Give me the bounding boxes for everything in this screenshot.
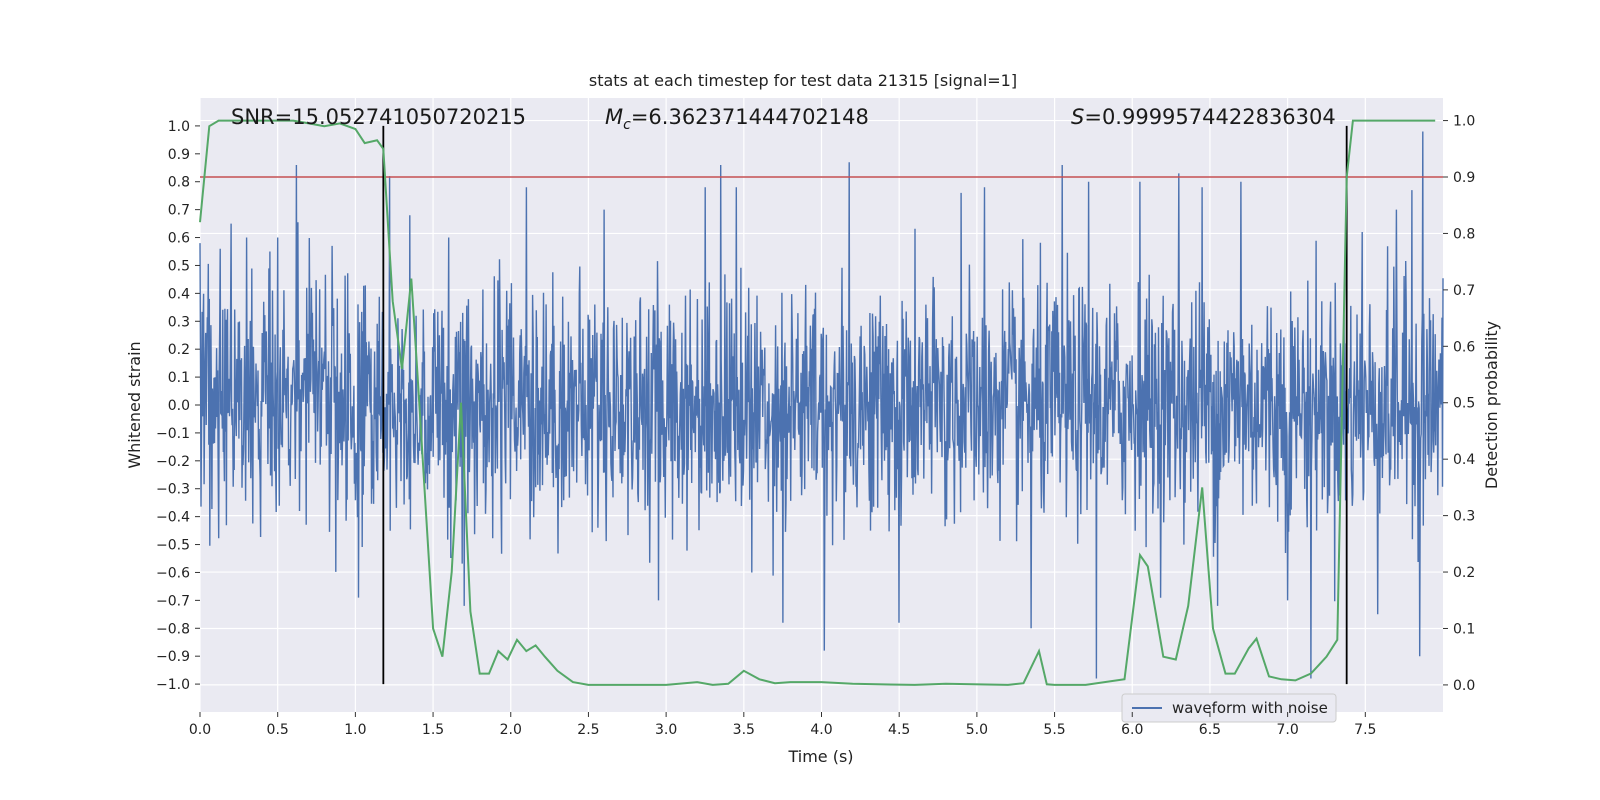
x-tick-label: 2.0 (500, 722, 522, 738)
detection-probability-series (199, 119, 1436, 686)
y-axis-ticks: 1.0 0.9 0.8 0.7 0.6 0.5 0.4 0.3 0.2 0.1 0.0 −0.1 −0.… (156, 119, 200, 693)
score-annotation: S=0.9999574422836304 (1071, 105, 1336, 129)
y2-tick-label: 0.5 (1453, 396, 1475, 412)
chirp-mass-annotation: Mc=6.362371444702148 (605, 105, 869, 133)
x-tick-label: 5.0 (966, 722, 988, 738)
y-tick-label: −0.6 (156, 565, 190, 581)
y-tick-label: −0.3 (156, 482, 190, 498)
chart-title: stats at each timestep for test data 213… (589, 71, 1017, 90)
y-tick-label: −0.7 (156, 593, 190, 609)
x-tick-label: 0.5 (267, 722, 289, 738)
x-tick-label: 2.5 (577, 722, 599, 738)
y-tick-label: −0.2 (156, 454, 190, 470)
y2-tick-label: 0.6 (1453, 339, 1475, 355)
y-tick-label: 0.3 (168, 314, 190, 330)
x-tick-label: 6.0 (1121, 722, 1143, 738)
x-tick-label: 1.5 (422, 722, 444, 738)
y-tick-label: 0.7 (168, 203, 190, 219)
x-tick-label: 7.0 (1276, 722, 1298, 738)
plot-area: SNR=15.052741050720215 Mc=6.362371444702… (199, 98, 1444, 723)
legend-label-waveform: waveform with noise (1172, 699, 1328, 717)
y-tick-label: 0.8 (168, 175, 190, 191)
y2-tick-label: 0.1 (1453, 621, 1475, 637)
x-tick-label: 0.0 (189, 722, 211, 738)
y-tick-label: 0.0 (168, 398, 190, 414)
y2-tick-label: 0.4 (1453, 452, 1475, 468)
y-tick-label: 1.0 (168, 119, 190, 135)
y2-tick-label: 0.8 (1453, 226, 1475, 242)
y2-tick-label: 0.9 (1453, 170, 1475, 186)
y-tick-label: −1.0 (156, 677, 190, 693)
x-tick-label: 1.0 (344, 722, 366, 738)
x-tick-label: 4.0 (810, 722, 832, 738)
x-axis-label: Time (s) (787, 747, 853, 766)
x-tick-label: 6.5 (1199, 722, 1221, 738)
y-tick-label: 0.1 (168, 370, 190, 386)
waveform-with-noise-series (199, 131, 1444, 679)
snr-annotation: SNR=15.052741050720215 (231, 105, 526, 129)
y-tick-label: −0.5 (156, 538, 190, 554)
y-tick-label: 0.4 (168, 286, 190, 302)
x-tick-label: 3.5 (733, 722, 755, 738)
y-tick-label: −0.1 (156, 426, 190, 442)
waveform-trace (199, 131, 1444, 679)
y-tick-label: −0.9 (156, 649, 190, 665)
y2-axis-label: Detection probability (1482, 321, 1501, 489)
x-tick-label: 4.5 (888, 722, 910, 738)
y-tick-label: −0.8 (156, 621, 190, 637)
y-tick-label: 0.9 (168, 147, 190, 163)
y2-axis-ticks: 1.0 0.9 0.8 0.7 0.6 0.5 0.4 0.3 0.2 0.1 0.0 (1443, 114, 1475, 694)
y-tick-label: 0.2 (168, 342, 190, 358)
x-tick-label: 7.5 (1354, 722, 1376, 738)
y2-tick-label: 1.0 (1453, 114, 1475, 130)
y-tick-label: 0.6 (168, 231, 190, 247)
x-tick-label: 3.0 (655, 722, 677, 738)
legend: waveform with noise (1121, 693, 1337, 723)
x-axis-ticks: 0.0 0.5 1.0 1.5 2.0 2.5 3.0 3.5 4.0 4.5 5.0 5.5 6.0 6… (189, 712, 1376, 738)
y-tick-label: −0.4 (156, 510, 190, 526)
y2-tick-label: 0.0 (1453, 678, 1475, 694)
y2-tick-label: 0.3 (1453, 509, 1475, 525)
grid-lines (199, 98, 1443, 712)
y2-tick-label: 0.7 (1453, 283, 1475, 299)
x-tick-label: 5.5 (1043, 722, 1065, 738)
y-axis-label: Whitened strain (125, 341, 144, 468)
y2-tick-label: 0.2 (1453, 565, 1475, 581)
y-tick-label: 0.5 (168, 258, 190, 274)
